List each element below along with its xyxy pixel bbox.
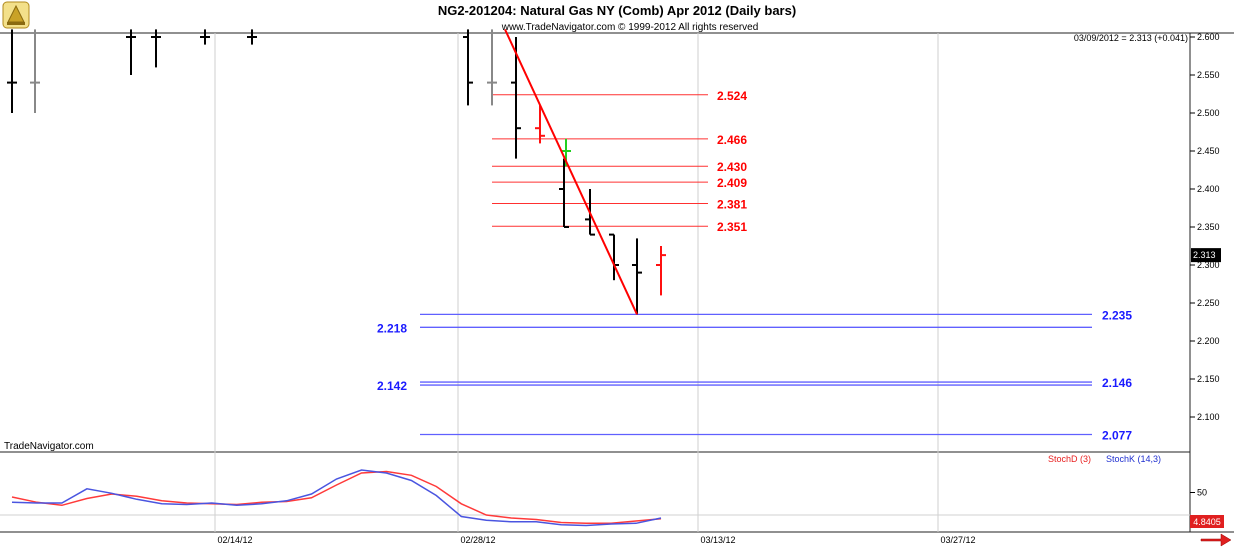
gridlines <box>214 33 939 532</box>
y-tick-label: 2.150 <box>1197 374 1220 384</box>
price-bar <box>463 29 473 106</box>
price-bar <box>559 158 569 228</box>
y-tick-label: 2.550 <box>1197 70 1220 80</box>
legend-stochd: StochD (3) <box>1048 454 1091 464</box>
blue-level-label: 2.146 <box>1102 376 1132 390</box>
y-tick-label: 2.100 <box>1197 412 1220 422</box>
blue-level-label: 2.142 <box>377 379 407 393</box>
scroll-right-arrow-icon[interactable] <box>1200 533 1232 547</box>
y-tick-label: 2.200 <box>1197 336 1220 346</box>
stochastic-panel: 50 <box>0 469 1207 527</box>
blue-level-label: 2.077 <box>1102 428 1132 442</box>
x-tick-label: 03/13/12 <box>700 535 735 545</box>
chart-title: NG2-201204: Natural Gas NY (Comb) Apr 20… <box>438 3 796 18</box>
y-tick-label: 2.300 <box>1197 260 1220 270</box>
price-bar <box>7 29 17 113</box>
stoch-value-label: 4.8405 <box>1193 517 1221 527</box>
trendline-layer <box>504 28 638 315</box>
x-tick-label: 02/28/12 <box>460 535 495 545</box>
header-background <box>0 0 1234 33</box>
y-tick-label: 2.600 <box>1197 32 1220 42</box>
red-level-label: 2.524 <box>717 89 747 103</box>
red-level-label: 2.466 <box>717 133 747 147</box>
price-bar <box>632 238 642 315</box>
date-axis: 02/14/12 02/28/12 03/13/12 03/27/12 <box>217 535 975 545</box>
price-axis: 2.600 2.550 2.500 2.450 2.400 2.350 2.300 2.250… <box>1190 32 1221 422</box>
price-bar <box>126 29 136 75</box>
last-quote-label: 03/09/2012 = 2.313 (+0.041) <box>1074 33 1188 43</box>
trendline <box>504 28 638 315</box>
fib-levels: 2.524 2.466 2.430 2.409 2.381 2.351 2.235 2.218… <box>377 89 1132 443</box>
price-bar <box>511 37 521 159</box>
y-tick-label: 2.450 <box>1197 146 1220 156</box>
red-level-label: 2.351 <box>717 220 747 234</box>
blue-level-label: 2.235 <box>1102 308 1132 322</box>
y-tick-label: 2.250 <box>1197 298 1220 308</box>
y-tick-label: 2.500 <box>1197 108 1220 118</box>
red-level-label: 2.430 <box>717 160 747 174</box>
current-price-box <box>1191 248 1221 263</box>
stoch-tick-label: 50 <box>1197 488 1207 498</box>
price-bar <box>151 29 161 68</box>
price-bar <box>656 246 666 296</box>
price-bar <box>30 29 40 113</box>
legend-stochk: StochK (14,3) <box>1106 454 1161 464</box>
price-bar <box>247 29 257 45</box>
y-tick-label: 2.400 <box>1197 184 1220 194</box>
price-bars <box>7 29 666 315</box>
price-bar <box>535 105 545 144</box>
app-logo <box>2 1 30 29</box>
red-level-label: 2.409 <box>717 176 747 190</box>
copyright-text: www.TradeNavigator.com © 1999-2012 All r… <box>501 22 759 33</box>
price-bar <box>487 29 497 106</box>
x-tick-label: 02/14/12 <box>217 535 252 545</box>
x-tick-label: 03/27/12 <box>940 535 975 545</box>
red-level-label: 2.381 <box>717 197 747 211</box>
blue-level-label: 2.218 <box>377 321 407 335</box>
watermark: TradeNavigator.com <box>4 441 94 452</box>
price-bar <box>200 29 210 45</box>
stochk-line <box>11 469 662 527</box>
stoch-value-box <box>1190 515 1224 528</box>
current-price-label: 2.313 <box>1193 250 1216 260</box>
y-tick-label: 2.350 <box>1197 222 1220 232</box>
